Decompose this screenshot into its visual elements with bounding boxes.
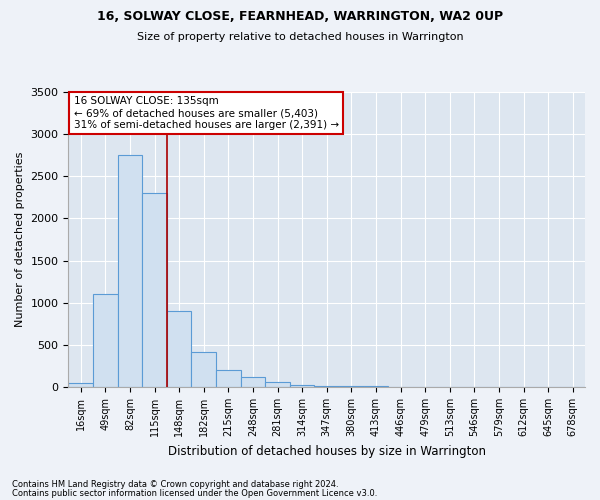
Bar <box>167 311 191 387</box>
Bar <box>364 386 388 387</box>
Bar <box>118 155 142 387</box>
Y-axis label: Number of detached properties: Number of detached properties <box>15 152 25 327</box>
X-axis label: Distribution of detached houses by size in Warrington: Distribution of detached houses by size … <box>168 444 486 458</box>
Bar <box>339 386 364 387</box>
Bar <box>93 294 118 387</box>
Text: Contains HM Land Registry data © Crown copyright and database right 2024.: Contains HM Land Registry data © Crown c… <box>12 480 338 489</box>
Text: Contains public sector information licensed under the Open Government Licence v3: Contains public sector information licen… <box>12 488 377 498</box>
Bar <box>290 384 314 387</box>
Bar <box>191 352 216 387</box>
Text: 16, SOLWAY CLOSE, FEARNHEAD, WARRINGTON, WA2 0UP: 16, SOLWAY CLOSE, FEARNHEAD, WARRINGTON,… <box>97 10 503 23</box>
Text: Size of property relative to detached houses in Warrington: Size of property relative to detached ho… <box>137 32 463 42</box>
Bar <box>265 382 290 387</box>
Bar <box>241 377 265 387</box>
Bar <box>314 386 339 387</box>
Bar <box>142 193 167 387</box>
Bar <box>68 383 93 387</box>
Text: 16 SOLWAY CLOSE: 135sqm
← 69% of detached houses are smaller (5,403)
31% of semi: 16 SOLWAY CLOSE: 135sqm ← 69% of detache… <box>74 96 338 130</box>
Bar <box>216 370 241 387</box>
